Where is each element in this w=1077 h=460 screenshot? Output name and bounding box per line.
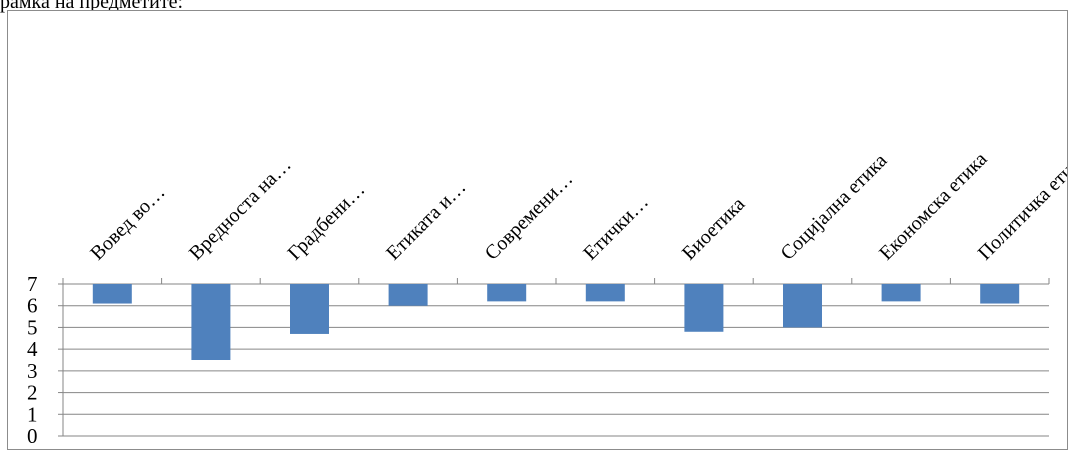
category-label: Вредноста на…: [185, 154, 296, 265]
y-tick-label: 3: [27, 359, 38, 383]
category-label: Етиката и…: [382, 176, 470, 264]
y-tick-label: 1: [27, 402, 38, 426]
category-label: Етички…: [579, 191, 653, 265]
bar: [585, 284, 625, 302]
category-label: Современи…: [481, 168, 578, 265]
y-tick-label: 6: [27, 294, 38, 318]
y-tick-label: 2: [27, 381, 38, 405]
category-label: Вовед во…: [86, 181, 169, 264]
bar: [388, 284, 428, 306]
top-text-fragment: рамка на предметите:: [0, 0, 184, 13]
category-label: Економска етика: [875, 148, 992, 265]
y-tick-label: 4: [27, 337, 38, 361]
category-label: Социјална етика: [776, 150, 891, 265]
bar: [783, 284, 822, 328]
y-tick-label: 0: [27, 424, 38, 448]
bar: [881, 284, 921, 302]
bar: [92, 284, 132, 304]
bar: [980, 284, 1020, 304]
category-label: Градбени…: [283, 179, 369, 265]
category-label: Биоетика: [678, 193, 750, 265]
bar: [191, 284, 231, 360]
bar: [290, 284, 329, 334]
y-tick-label: 7: [27, 272, 38, 296]
chart-frame: 0 1 2 3 4 5 6 7 Вовед во… Вредноста на… Градбени… Е…: [7, 10, 1068, 450]
bar: [487, 284, 527, 302]
bar: [684, 284, 724, 332]
y-tick-label: 5: [27, 315, 38, 339]
